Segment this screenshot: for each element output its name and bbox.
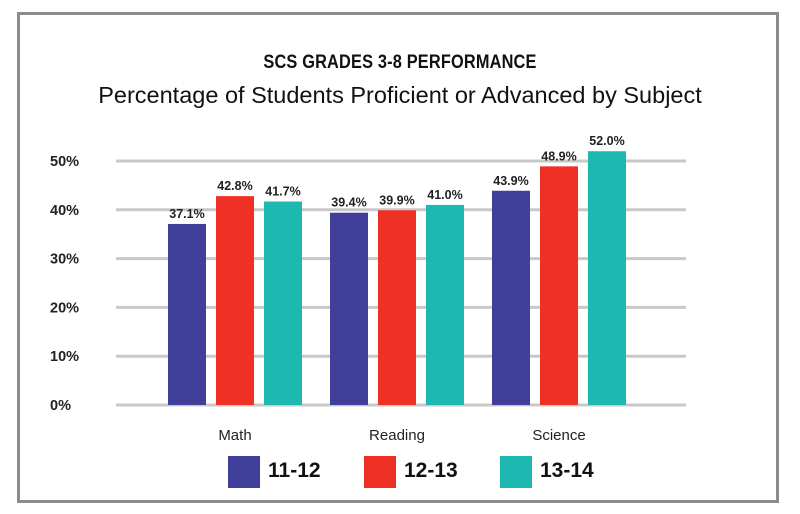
data-label: 41.7% (265, 185, 300, 199)
bar (264, 201, 302, 405)
legend-label: 12-13 (404, 459, 458, 482)
legend-swatch (228, 456, 260, 488)
y-tick-label: 30% (50, 252, 79, 268)
bar (492, 190, 530, 405)
y-tick-label: 50% (50, 154, 79, 170)
data-label: 43.9% (493, 174, 528, 188)
data-label: 42.8% (217, 179, 252, 193)
bar (168, 223, 206, 405)
bar (330, 212, 368, 405)
x-tick-label: Science (532, 427, 585, 444)
labels: 0% 10% 20% 30% 40% 50% 37.1% 42.8% 41.7% Math 39.4… (50, 134, 625, 444)
data-label: 39.9% (379, 193, 414, 207)
bar (378, 210, 416, 405)
y-tick-label: 40% (50, 203, 79, 219)
bar (588, 151, 626, 405)
x-tick-label: Reading (369, 427, 425, 444)
bar (540, 166, 578, 405)
data-label: 39.4% (331, 196, 366, 210)
bar (216, 196, 254, 405)
x-tick-label: Math (218, 427, 251, 444)
y-tick-label: 20% (50, 300, 79, 316)
bars (168, 151, 626, 405)
legend-label: 11-12 (268, 459, 321, 482)
legend-label: 13-14 (540, 459, 594, 482)
legend-swatch (500, 456, 532, 488)
data-label: 37.1% (169, 207, 204, 221)
bar (426, 204, 464, 405)
data-label: 52.0% (589, 134, 624, 148)
legend: 11-12 12-13 13-14 (0, 456, 800, 488)
chart-title: SCS GRADES 3-8 PERFORMANCE (263, 52, 537, 73)
y-tick-label: 10% (50, 349, 79, 365)
data-label: 41.0% (427, 188, 462, 202)
y-tick-label: 0% (50, 398, 71, 414)
data-label: 48.9% (541, 149, 576, 163)
chart-subtitle: Percentage of Students Proficient or Adv… (98, 82, 702, 108)
legend-swatch (364, 456, 396, 488)
